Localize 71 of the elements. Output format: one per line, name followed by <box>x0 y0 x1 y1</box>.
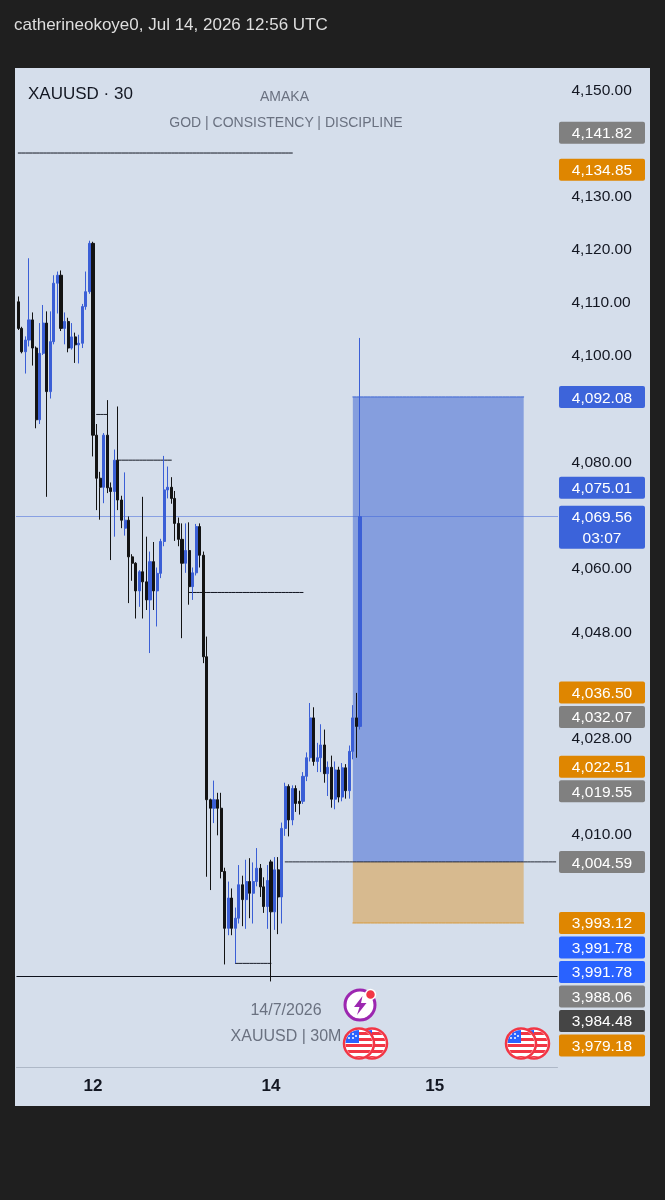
annotation: AMAKA <box>260 88 310 104</box>
annotation: XAUUSD | 30M <box>230 1026 342 1044</box>
text: 4,019.55 <box>571 782 633 800</box>
text: 4,036.50 <box>571 683 633 701</box>
candlestick <box>212 780 216 824</box>
ref-line-label: 4,069.56 03:07 <box>571 508 633 547</box>
candlestick <box>337 766 340 803</box>
text: 4,004.59 <box>571 853 633 871</box>
candlestick <box>148 551 152 654</box>
y-tick-label: 4,080.00 <box>571 452 633 470</box>
candlestick <box>138 569 141 608</box>
candlestick <box>291 784 294 826</box>
candlestick <box>59 269 63 332</box>
candlestick <box>266 864 269 930</box>
candlestick <box>344 763 347 800</box>
candlestick <box>241 875 244 927</box>
y-tick-label: 4,048.00 <box>571 622 633 640</box>
text: 4,022.51 <box>571 758 633 776</box>
candlestick <box>67 317 70 353</box>
y-tick-label: 4,028.00 <box>571 729 633 747</box>
candlestick <box>312 706 315 767</box>
text: 3,993.12 <box>571 914 633 932</box>
y-tick-label: 4,100.00 <box>571 346 633 364</box>
text: XAUUSD · 30 <box>28 83 133 103</box>
y-tick-label: 4,060.00 <box>571 559 633 576</box>
candlestick <box>102 432 105 504</box>
candlestick <box>330 755 333 809</box>
text: 3,991.78 <box>571 938 633 956</box>
candlestick <box>341 762 344 802</box>
text: 4,134.85 <box>571 161 633 179</box>
text: 4,092.08 <box>571 388 633 406</box>
candlestick <box>326 760 329 797</box>
y-tick-label: 4,110.00 <box>571 293 632 311</box>
candlestick <box>287 783 290 837</box>
x-tick-label: 12 <box>83 1076 103 1095</box>
candlestick <box>63 311 66 345</box>
candlestick <box>70 322 73 351</box>
text: 4,032.07 <box>571 708 633 726</box>
candlestick <box>248 857 251 919</box>
text: 4,141.82 <box>571 124 633 142</box>
candlestick <box>74 332 77 364</box>
candlestick <box>273 856 276 931</box>
annotation: 14/7/2026 <box>250 1000 322 1018</box>
y-tick-label: 4,010.00 <box>571 824 633 842</box>
candlestick <box>319 723 322 773</box>
candlestick <box>230 887 233 936</box>
y-tick-label: 4,150.00 <box>571 80 633 98</box>
candlestick <box>277 856 280 935</box>
candlestick <box>294 784 297 813</box>
text: 3,979.18 <box>571 1036 633 1054</box>
candlestick <box>227 881 230 936</box>
candlestick <box>152 541 155 611</box>
text: GOD | CONSISTENCY | DISCIPLINE <box>169 114 403 130</box>
x-tick-label: 15 <box>425 1076 445 1095</box>
y-tick-label: 4,130.00 <box>571 187 633 205</box>
text: 3,991.78 <box>571 963 633 981</box>
candlestick <box>355 692 358 759</box>
candlestick <box>334 760 337 810</box>
text: 3,988.06 <box>571 987 633 1005</box>
candlestick <box>45 310 48 498</box>
candlestick <box>127 515 130 604</box>
candlestick <box>323 729 326 784</box>
text: catherineokoye0, Jul 14, 2026 12:56 UTC <box>14 14 328 34</box>
candlestick <box>141 496 144 620</box>
candlestick <box>245 859 248 930</box>
text: 3,984.48 <box>571 1012 633 1030</box>
candlestick <box>180 522 184 639</box>
candlestick <box>184 522 187 574</box>
y-tick-label: 4,120.00 <box>571 240 633 258</box>
x-tick-label: 14 <box>261 1076 281 1095</box>
text: 4,075.01 <box>571 479 633 497</box>
